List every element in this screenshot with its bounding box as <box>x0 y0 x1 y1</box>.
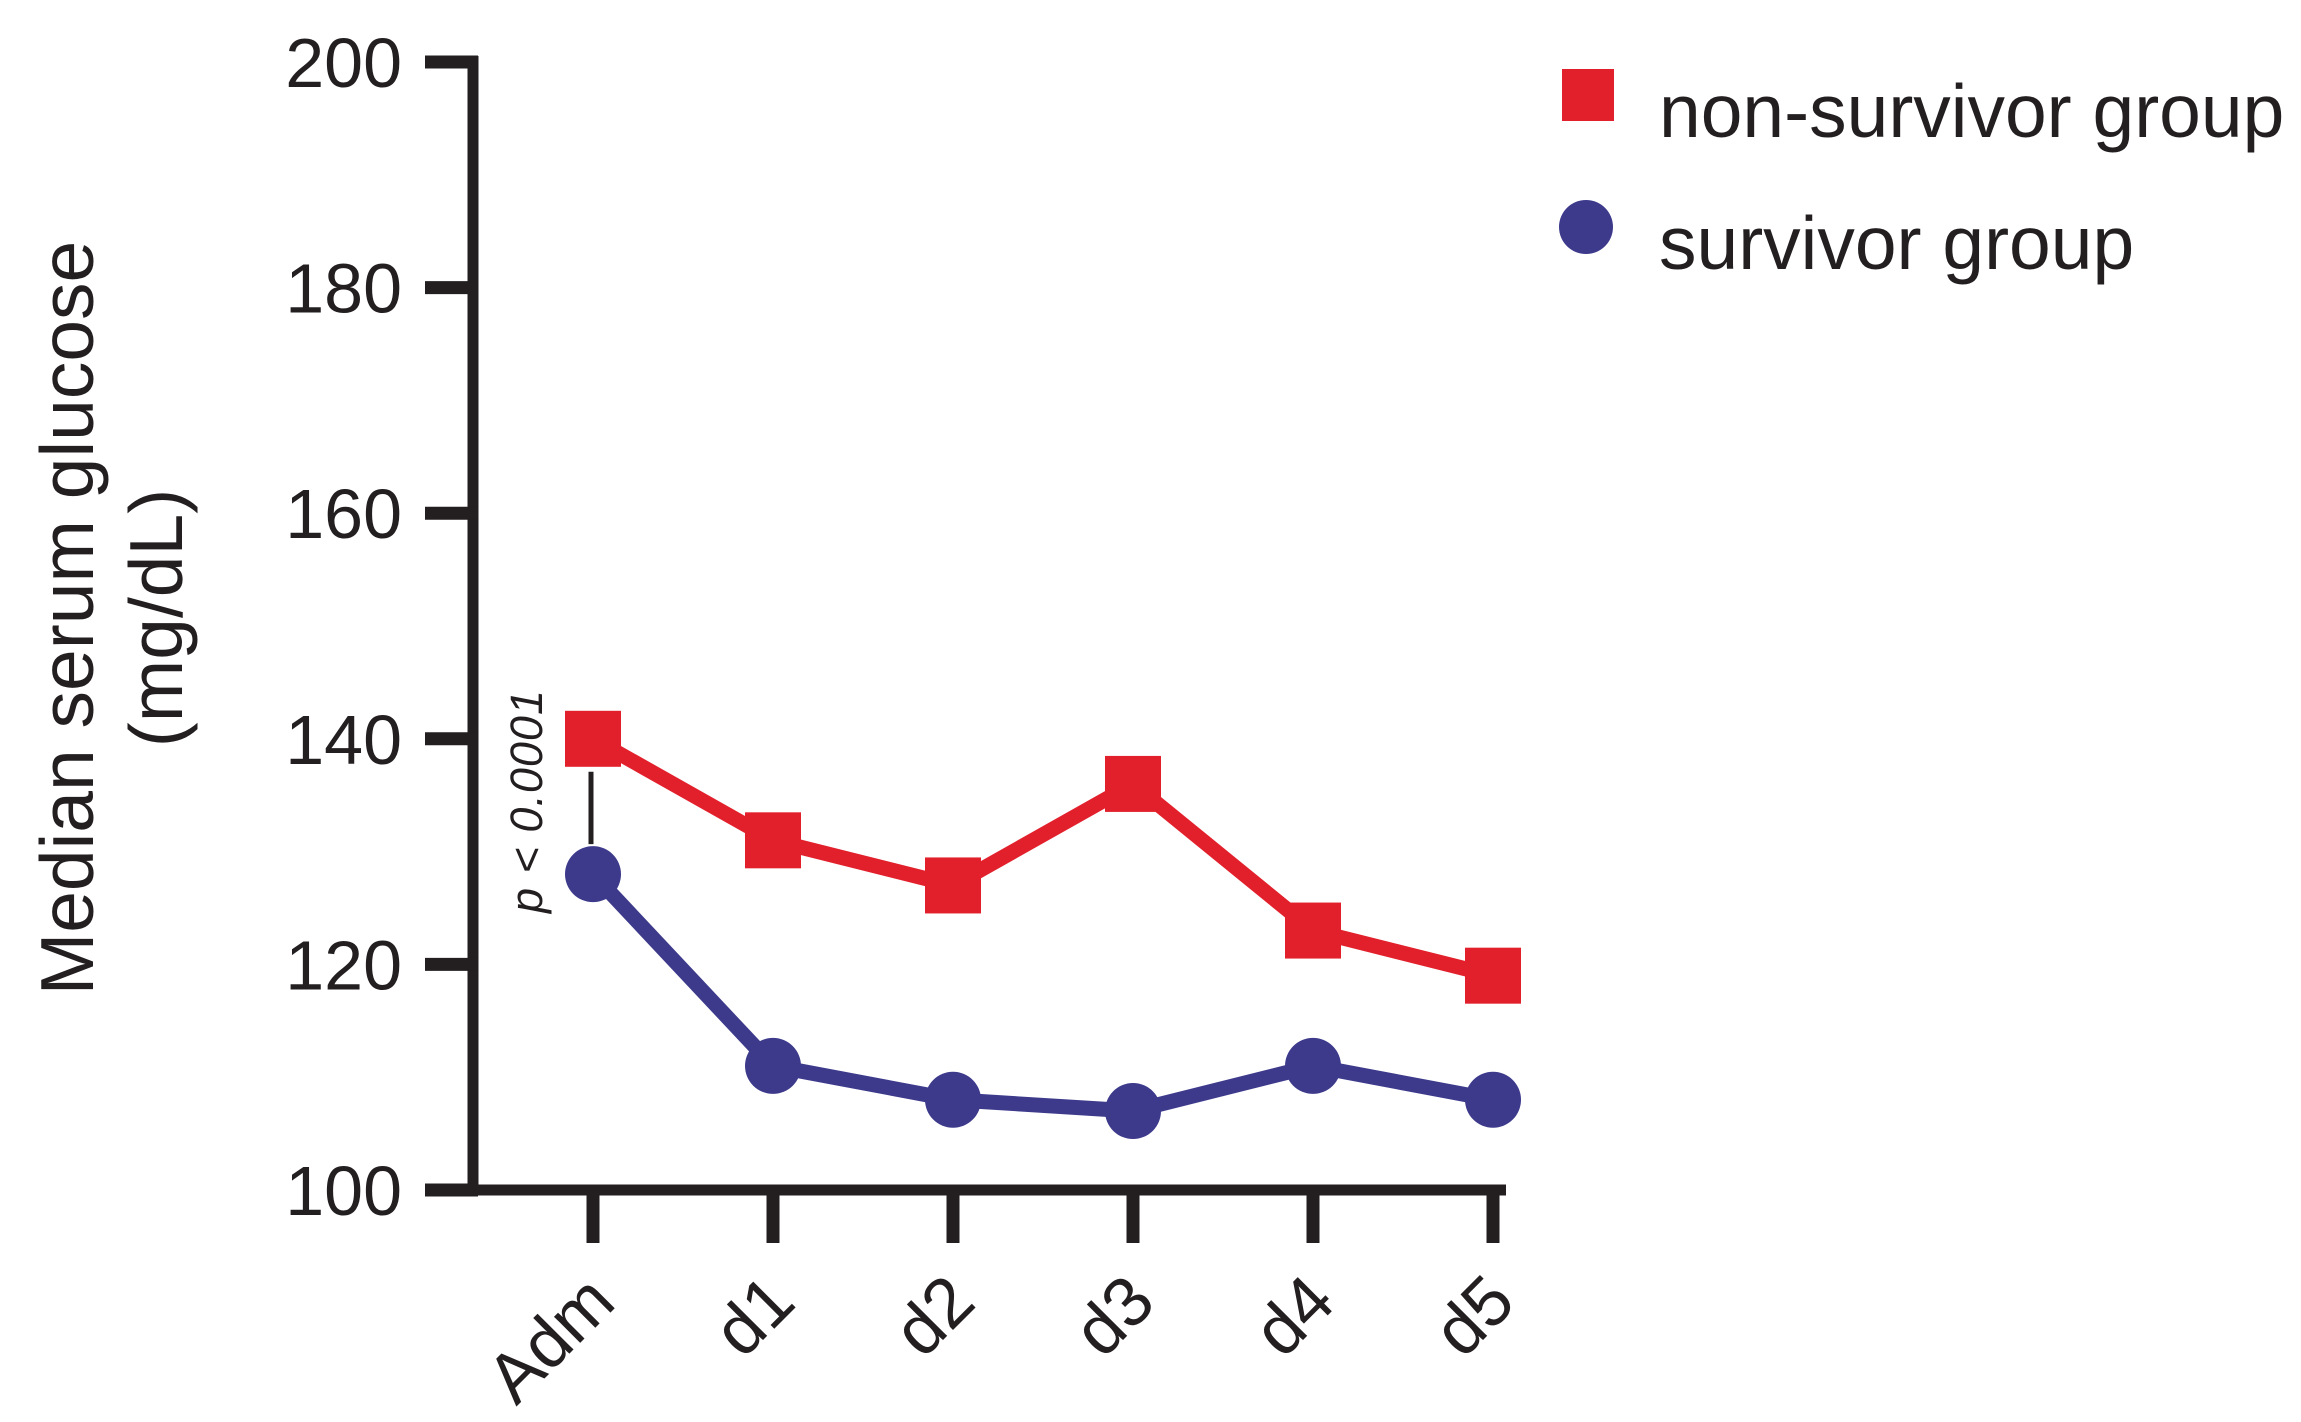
data-point-circle <box>1285 1037 1341 1094</box>
series-line-circle <box>587 869 1495 1119</box>
y-axis-title-line1: Median serum glucose <box>25 240 109 996</box>
legend-marker-circle-icon <box>1559 200 1613 254</box>
series-line-square <box>589 732 1495 983</box>
legend-marker-square-icon <box>1562 69 1614 121</box>
data-point-circle <box>1105 1083 1161 1140</box>
legend-label-survivor: survivor group <box>1659 201 2135 285</box>
y-axis-title-line2: (mg/dL) <box>114 488 198 748</box>
data-point-square <box>565 710 621 767</box>
p-value-text: p < 0.0001 <box>501 689 552 913</box>
x-tick-label: Adm <box>472 1260 629 1417</box>
x-tick-label: d3 <box>1058 1260 1168 1370</box>
x-tick-label: d5 <box>1418 1260 1528 1370</box>
data-point-circle <box>1465 1071 1521 1128</box>
y-tick-label: 200 <box>285 24 402 102</box>
legend-label-non-survivor: non-survivor group <box>1659 69 2285 153</box>
data-point-circle <box>565 846 621 903</box>
data-point-square <box>925 857 981 914</box>
y-tick-label: 120 <box>285 926 402 1004</box>
data-point-circle <box>745 1037 801 1094</box>
x-tick-label: d2 <box>878 1260 988 1370</box>
data-point-square <box>1285 902 1341 959</box>
y-tick-label: 140 <box>285 701 402 779</box>
x-tick-label: d1 <box>698 1260 808 1370</box>
y-tick-label: 180 <box>285 250 402 328</box>
data-point-square <box>745 812 801 869</box>
data-point-square <box>1465 947 1521 1004</box>
data-point-circle <box>925 1071 981 1128</box>
y-tick-label: 100 <box>285 1152 402 1230</box>
x-tick-label: d4 <box>1238 1260 1348 1370</box>
y-tick-label: 160 <box>285 475 402 553</box>
data-point-square <box>1105 755 1161 812</box>
